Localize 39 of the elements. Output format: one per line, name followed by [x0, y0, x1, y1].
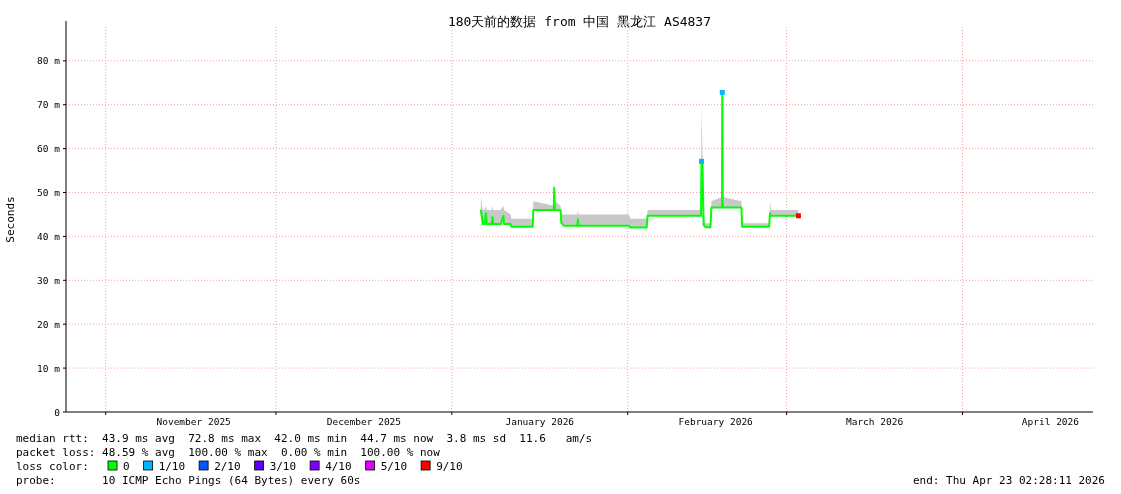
text: end: Thu Apr 23 02:28:11 2026: [912, 474, 1105, 487]
legend-label: 5/10: [380, 460, 408, 473]
x-tick-label: April 2026: [1021, 416, 1080, 427]
legend-title: loss color:: [16, 460, 89, 473]
y-tick-label: 30 m: [37, 274, 61, 286]
legend-label: 0: [123, 460, 130, 473]
point: [795, 213, 801, 219]
text: probe: 10 ICMP Echo Pings (64 Bytes) every 60s: [16, 474, 361, 487]
x-tick-label: December 2025: [326, 416, 402, 427]
legend-item: 4/10: [309, 460, 352, 473]
y-tick-label: 50 m: [37, 187, 61, 198]
legend-item: 1/10: [143, 460, 186, 473]
legend-item: 3/10: [254, 460, 297, 473]
y-tick-label: 70 m: [37, 99, 61, 111]
legend-label: 3/10: [269, 460, 297, 473]
x-tick-label: March 2026: [845, 416, 904, 427]
text: median rtt: 43.9 ms avg 72.8 ms max 42.0 ms min 44.7 ms now 3.8 ms sd 11.6 am/s: [16, 432, 593, 445]
point: [719, 89, 725, 95]
x-tick-label: February 2026: [678, 416, 754, 427]
y-tick-label: 20 m: [37, 318, 61, 330]
y-tick-label: 80 m: [37, 55, 61, 67]
legend-label: 4/10: [325, 460, 352, 473]
y-tick-label: 40 m: [37, 230, 61, 242]
y-axis-title: Seconds: [4, 196, 17, 243]
legend-item: 0: [107, 460, 130, 473]
x-tick-label: November 2025: [156, 416, 231, 427]
chart-title: 180天前的数据 from 中国 黑龙江 AS4837: [447, 14, 712, 29]
legend-label: 2/10: [214, 460, 241, 473]
point: [698, 158, 704, 164]
legend-label: 9/10: [436, 460, 463, 473]
legend-item: 9/10: [420, 460, 463, 473]
legend-label: 1/10: [158, 460, 186, 473]
legend-item: 5/10: [365, 460, 408, 473]
x-tick-label: January 2026: [505, 416, 575, 427]
legend-item: 2/10: [198, 460, 241, 473]
y-tick-label: 10 m: [37, 362, 61, 374]
text: packet loss: 48.59 % avg 100.00 % max 0.00 % min 100.00 % now: [16, 446, 441, 459]
y-tick-label: 60 m: [37, 143, 61, 155]
y-tick-label: 0: [54, 406, 61, 418]
